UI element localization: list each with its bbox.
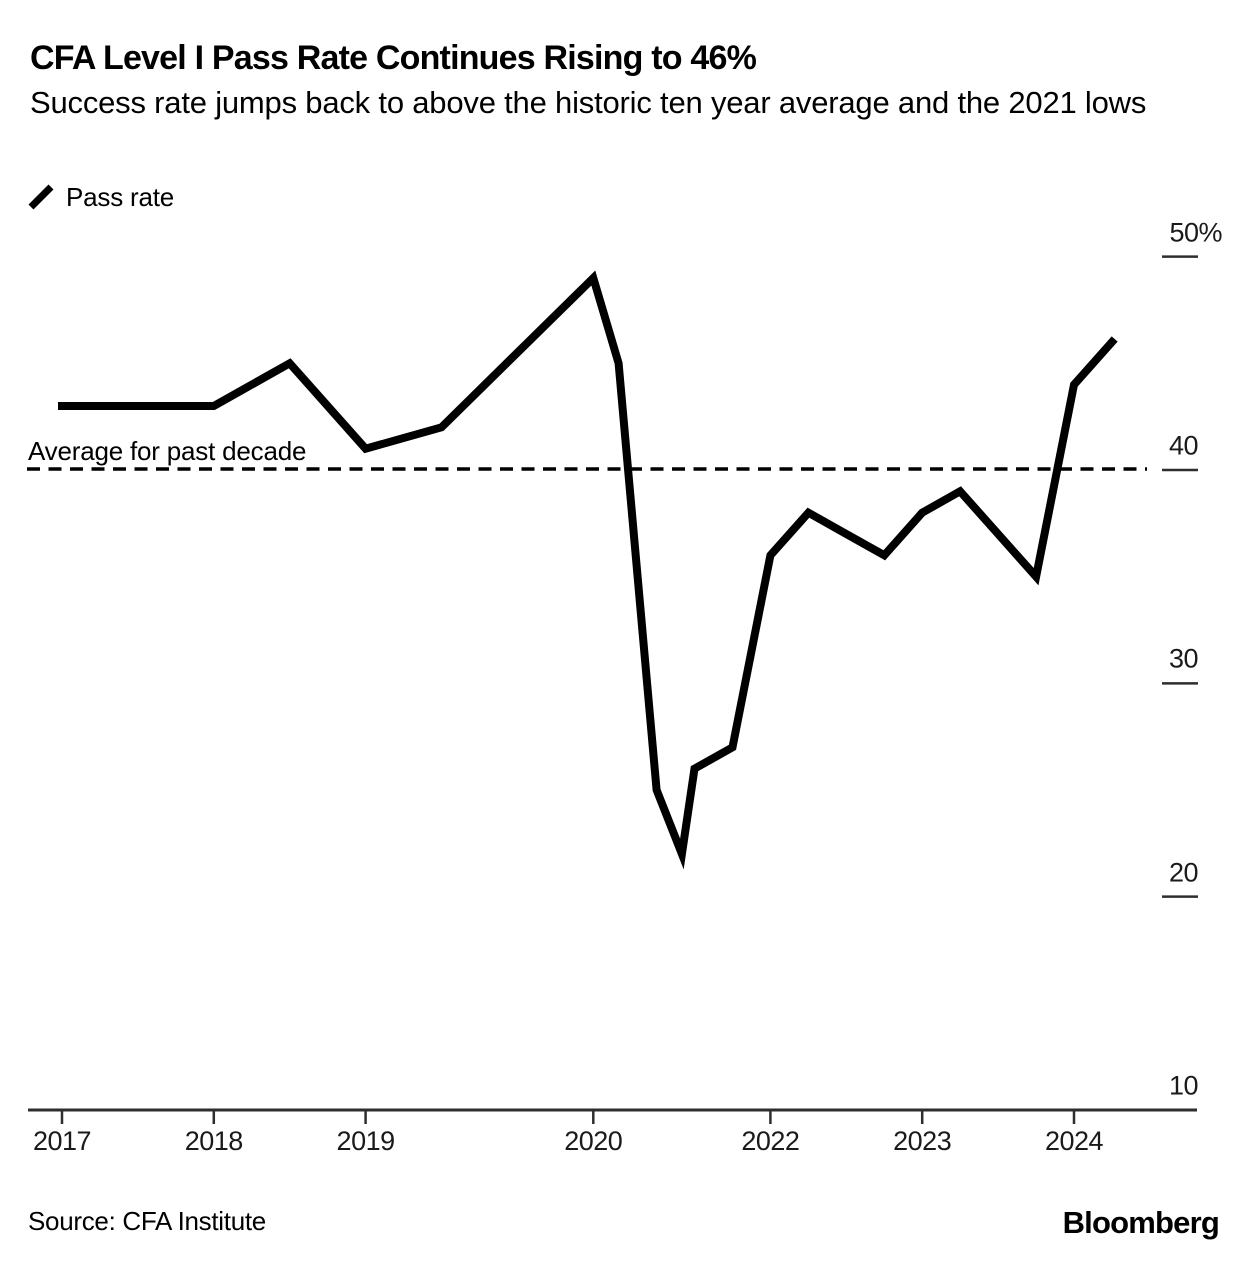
source-text: Source: CFA Institute <box>28 1206 266 1236</box>
x-axis-label-2017: 2017 <box>32 1126 92 1156</box>
y-axis-label-40: 40 <box>1168 430 1199 461</box>
y-axis-label-10: 10 <box>1168 1070 1199 1101</box>
legend: Pass rate <box>28 182 174 212</box>
average-line-label: Average for past decade <box>28 436 307 466</box>
pass-rate-line <box>58 270 1118 870</box>
x-axis-label-2019: 2019 <box>336 1126 396 1156</box>
y-axis-label-20: 20 <box>1168 857 1199 888</box>
line-series-icon <box>28 184 54 210</box>
x-axis-label-2024: 2024 <box>1044 1126 1104 1156</box>
legend-item-label: Pass rate <box>66 181 175 212</box>
chart-subtitle: Success rate jumps back to above the his… <box>30 85 1147 120</box>
x-axis-label-2018: 2018 <box>184 1126 244 1156</box>
chart-title: CFA Level I Pass Rate Continues Rising t… <box>30 39 757 77</box>
y-axis-label-30: 30 <box>1168 643 1199 674</box>
x-axis-label-2020: 2020 <box>564 1126 623 1156</box>
x-axis-label-2023: 2023 <box>893 1126 952 1156</box>
bloomberg-logo: Bloomberg <box>1062 1205 1220 1240</box>
x-axis-label-2022: 2022 <box>741 1126 800 1156</box>
y-axis-label-50: 50% <box>1169 217 1222 248</box>
